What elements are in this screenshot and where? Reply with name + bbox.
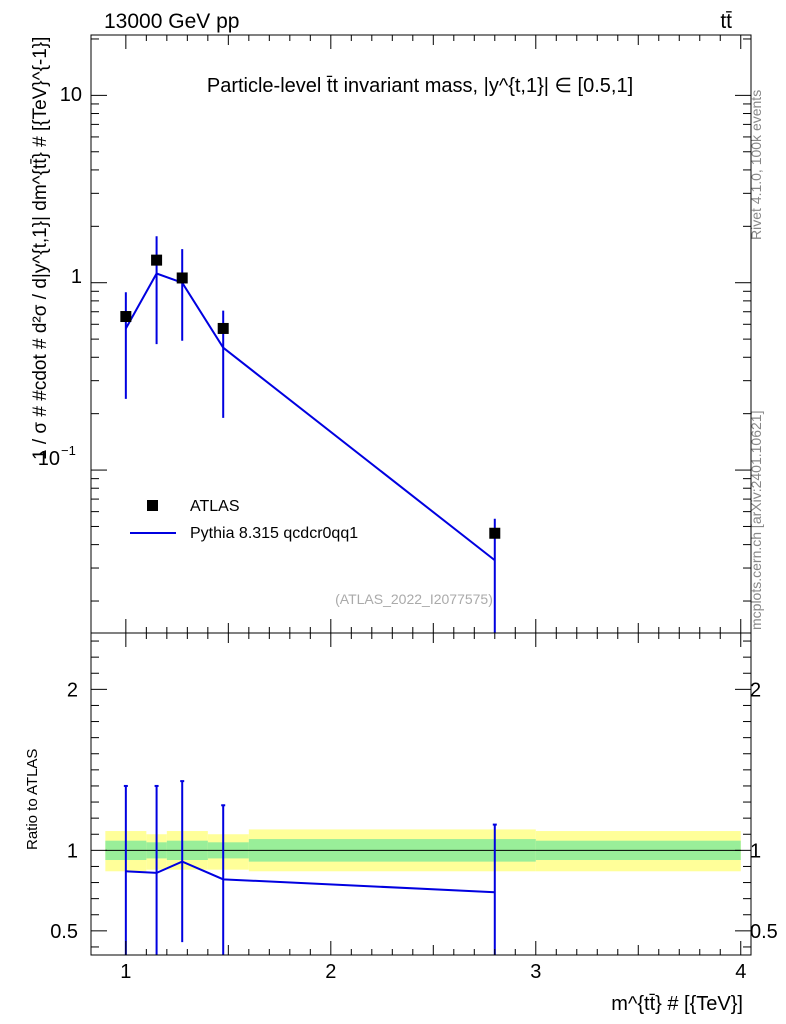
mcplots-label: mcplots.cern.ch [arXiv:2401.10621] [748, 411, 764, 630]
x-tick-label: 3 [530, 961, 541, 983]
legend: ATLAS Pythia 8.315 qcdcr0qq1 [130, 498, 358, 542]
x-axis-label: m^{tt̄} # [{TeV}] [611, 993, 743, 1015]
data-point [151, 254, 163, 266]
mc-line [124, 272, 496, 562]
data-point [120, 311, 132, 323]
main-y-tick-labels: 10 1 10 −1 [38, 84, 82, 470]
data-point [489, 527, 501, 539]
data-point [217, 322, 229, 334]
ratio-y-tick-label: 1 [67, 840, 78, 862]
x-tick-labels: 1 2 3 4 [120, 961, 746, 983]
process-label: tt̄ [720, 10, 732, 33]
chart-title: Particle-level t̄t invariant mass, |y^{t… [207, 75, 633, 97]
energy-label: 13000 GeV pp [104, 10, 239, 33]
ratio-frame [90, 632, 752, 956]
x-tick-label: 1 [120, 961, 131, 983]
x-tick-label: 2 [325, 961, 336, 983]
ratio-axis-ticks [91, 633, 751, 955]
y-tick-label-10: 10 [60, 84, 82, 106]
main-y-axis-label: 1 / σ # #cdot # d²σ / d|y^{t,1}| dm^{tt̄… [30, 37, 51, 460]
analysis-watermark: (ATLAS_2022_I2077575) [335, 591, 493, 607]
legend-marker-atlas [147, 500, 158, 511]
main-frame [90, 34, 752, 634]
ratio-y-tick-label: 0.5 [50, 921, 78, 943]
ratio-y-tick-label-right: 1 [750, 840, 761, 862]
ratio-y-tick-label: 2 [67, 679, 78, 701]
x-tick-label: 4 [735, 961, 746, 983]
y-tick-label-exponent: −1 [61, 443, 76, 458]
ratio-y-tick-label-right: 2 [750, 679, 761, 701]
data-markers [120, 236, 501, 633]
rivet-version-label: Rivet 4.1.0, 100k events [748, 90, 764, 240]
main-panel: Particle-level t̄t invariant mass, |y^{t… [30, 34, 752, 634]
ratio-y-tick-labels: 0.5 0.5 1 1 2 2 [50, 679, 778, 943]
y-tick-label-0.1: 10 [38, 448, 60, 470]
main-axis-ticks [91, 35, 751, 633]
legend-label-pythia: Pythia 8.315 qcdcr0qq1 [190, 525, 358, 542]
y-tick-label-1: 1 [71, 266, 82, 288]
ratio-mc-line [125, 860, 495, 894]
ratio-y-tick-label-right: 0.5 [750, 921, 778, 943]
ratio-y-axis-label: Ratio to ATLAS [24, 749, 41, 850]
legend-label-atlas: ATLAS [190, 498, 240, 515]
ratio-panel: 0.5 0.5 1 1 2 2 1 2 3 4 Ratio to ATLAS m^{tt̄} #… [24, 632, 778, 1015]
data-point [176, 272, 188, 284]
